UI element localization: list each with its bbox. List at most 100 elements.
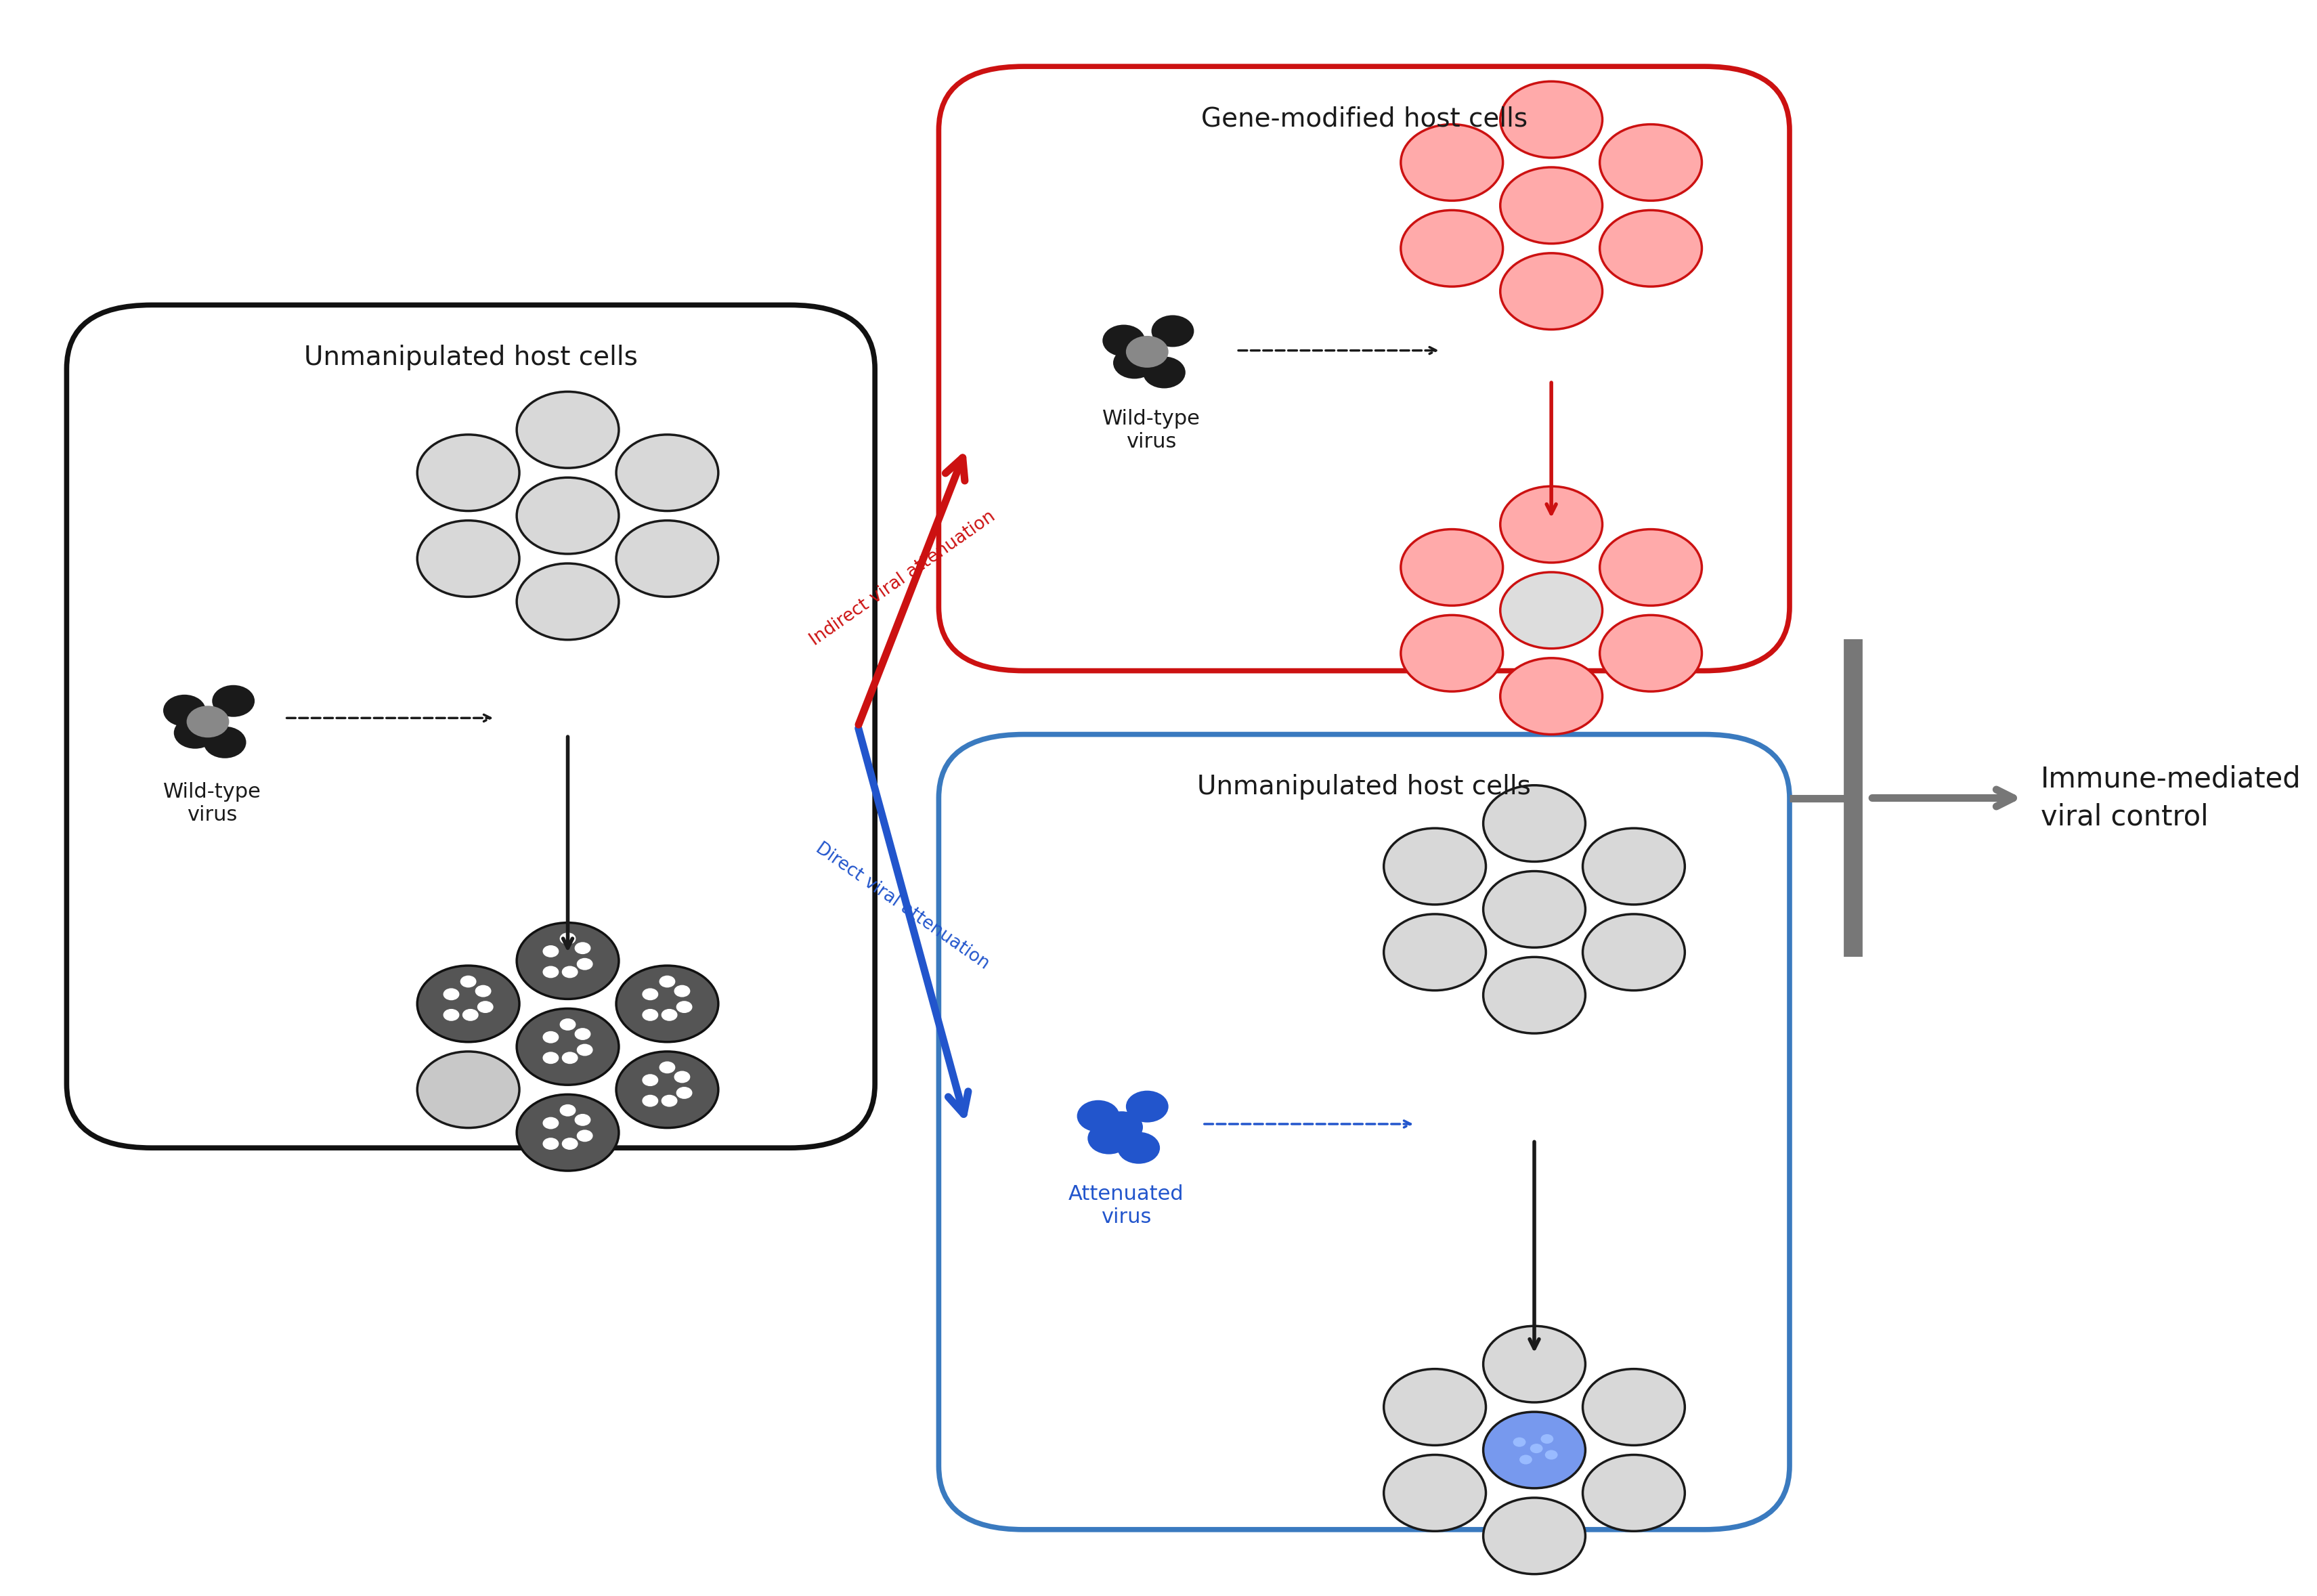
Circle shape xyxy=(213,685,255,717)
Circle shape xyxy=(1483,871,1585,948)
Circle shape xyxy=(1399,124,1501,201)
Text: Direct viral attenuation: Direct viral attenuation xyxy=(813,839,992,974)
Circle shape xyxy=(461,1009,477,1021)
Circle shape xyxy=(642,1009,658,1021)
FancyBboxPatch shape xyxy=(938,67,1789,670)
FancyBboxPatch shape xyxy=(938,734,1789,1529)
Circle shape xyxy=(577,1044,593,1057)
Circle shape xyxy=(542,945,558,958)
Circle shape xyxy=(1599,211,1701,287)
Circle shape xyxy=(1383,828,1485,905)
Text: Indirect viral attenuation: Indirect viral attenuation xyxy=(806,508,999,650)
Circle shape xyxy=(461,975,477,988)
Text: Attenuated
virus: Attenuated virus xyxy=(1068,1184,1184,1227)
Circle shape xyxy=(417,1052,519,1128)
Circle shape xyxy=(558,1104,575,1116)
Circle shape xyxy=(1520,1456,1532,1465)
Circle shape xyxy=(517,1009,619,1085)
Circle shape xyxy=(1077,1100,1119,1132)
Circle shape xyxy=(642,1074,658,1087)
Circle shape xyxy=(1583,1369,1684,1446)
Circle shape xyxy=(575,1114,591,1125)
Circle shape xyxy=(575,942,591,954)
Circle shape xyxy=(174,717,215,749)
Circle shape xyxy=(1545,1451,1557,1460)
Circle shape xyxy=(542,1117,558,1128)
Circle shape xyxy=(1101,1111,1142,1143)
Circle shape xyxy=(542,1138,558,1149)
Text: Wild-type
virus: Wild-type virus xyxy=(1103,409,1200,452)
Text: Wild-type
virus: Wild-type virus xyxy=(162,782,262,825)
Circle shape xyxy=(616,966,718,1042)
Circle shape xyxy=(517,1095,619,1171)
Circle shape xyxy=(542,966,558,978)
Circle shape xyxy=(188,705,229,737)
Circle shape xyxy=(1126,1090,1168,1122)
Circle shape xyxy=(517,563,619,640)
Circle shape xyxy=(677,1087,693,1100)
Circle shape xyxy=(1383,915,1485,991)
Circle shape xyxy=(674,1071,690,1084)
Circle shape xyxy=(1499,487,1601,563)
Circle shape xyxy=(517,922,619,999)
Circle shape xyxy=(660,1009,677,1021)
Circle shape xyxy=(660,1095,677,1108)
Circle shape xyxy=(1513,1438,1525,1448)
Text: Unmanipulated host cells: Unmanipulated host cells xyxy=(1198,774,1532,800)
Circle shape xyxy=(1499,168,1601,244)
Circle shape xyxy=(658,975,674,988)
Circle shape xyxy=(1583,828,1684,905)
Circle shape xyxy=(1399,211,1501,287)
Circle shape xyxy=(1399,614,1501,691)
Circle shape xyxy=(1103,324,1145,356)
Circle shape xyxy=(1599,124,1701,201)
Circle shape xyxy=(1142,356,1184,388)
Circle shape xyxy=(417,434,519,511)
Circle shape xyxy=(1483,1326,1585,1403)
Circle shape xyxy=(616,520,718,597)
Circle shape xyxy=(558,1018,575,1031)
Circle shape xyxy=(1583,1456,1684,1531)
Circle shape xyxy=(561,1052,577,1065)
Circle shape xyxy=(575,1028,591,1041)
Circle shape xyxy=(616,434,718,511)
Circle shape xyxy=(1599,614,1701,691)
Circle shape xyxy=(443,1009,459,1021)
Circle shape xyxy=(658,1061,674,1074)
FancyBboxPatch shape xyxy=(67,305,874,1148)
Circle shape xyxy=(616,1052,718,1128)
Circle shape xyxy=(642,1095,658,1108)
Circle shape xyxy=(1087,1122,1131,1154)
Circle shape xyxy=(443,988,459,1001)
Circle shape xyxy=(577,1130,593,1141)
Circle shape xyxy=(561,1138,577,1149)
Circle shape xyxy=(204,726,246,758)
Circle shape xyxy=(1499,254,1601,329)
Circle shape xyxy=(1483,1412,1585,1487)
Circle shape xyxy=(1483,1497,1585,1574)
Circle shape xyxy=(477,1001,494,1013)
Circle shape xyxy=(561,966,577,978)
Text: Immune-mediated
viral control: Immune-mediated viral control xyxy=(2039,764,2301,832)
Circle shape xyxy=(417,520,519,597)
Circle shape xyxy=(517,391,619,468)
Circle shape xyxy=(558,932,575,945)
Text: Unmanipulated host cells: Unmanipulated host cells xyxy=(304,345,637,370)
Circle shape xyxy=(1541,1435,1552,1444)
Circle shape xyxy=(1483,785,1585,862)
Circle shape xyxy=(475,985,491,998)
Text: Gene-modified host cells: Gene-modified host cells xyxy=(1200,107,1527,132)
Circle shape xyxy=(577,958,593,970)
Circle shape xyxy=(1529,1444,1543,1454)
Circle shape xyxy=(1583,915,1684,991)
Circle shape xyxy=(1383,1369,1485,1446)
Circle shape xyxy=(1399,530,1501,605)
Circle shape xyxy=(417,966,519,1042)
Circle shape xyxy=(1499,573,1601,648)
Circle shape xyxy=(1483,958,1585,1033)
Circle shape xyxy=(1117,1132,1158,1163)
Circle shape xyxy=(1499,658,1601,734)
Circle shape xyxy=(1599,530,1701,605)
Circle shape xyxy=(162,694,206,726)
Circle shape xyxy=(517,477,619,554)
